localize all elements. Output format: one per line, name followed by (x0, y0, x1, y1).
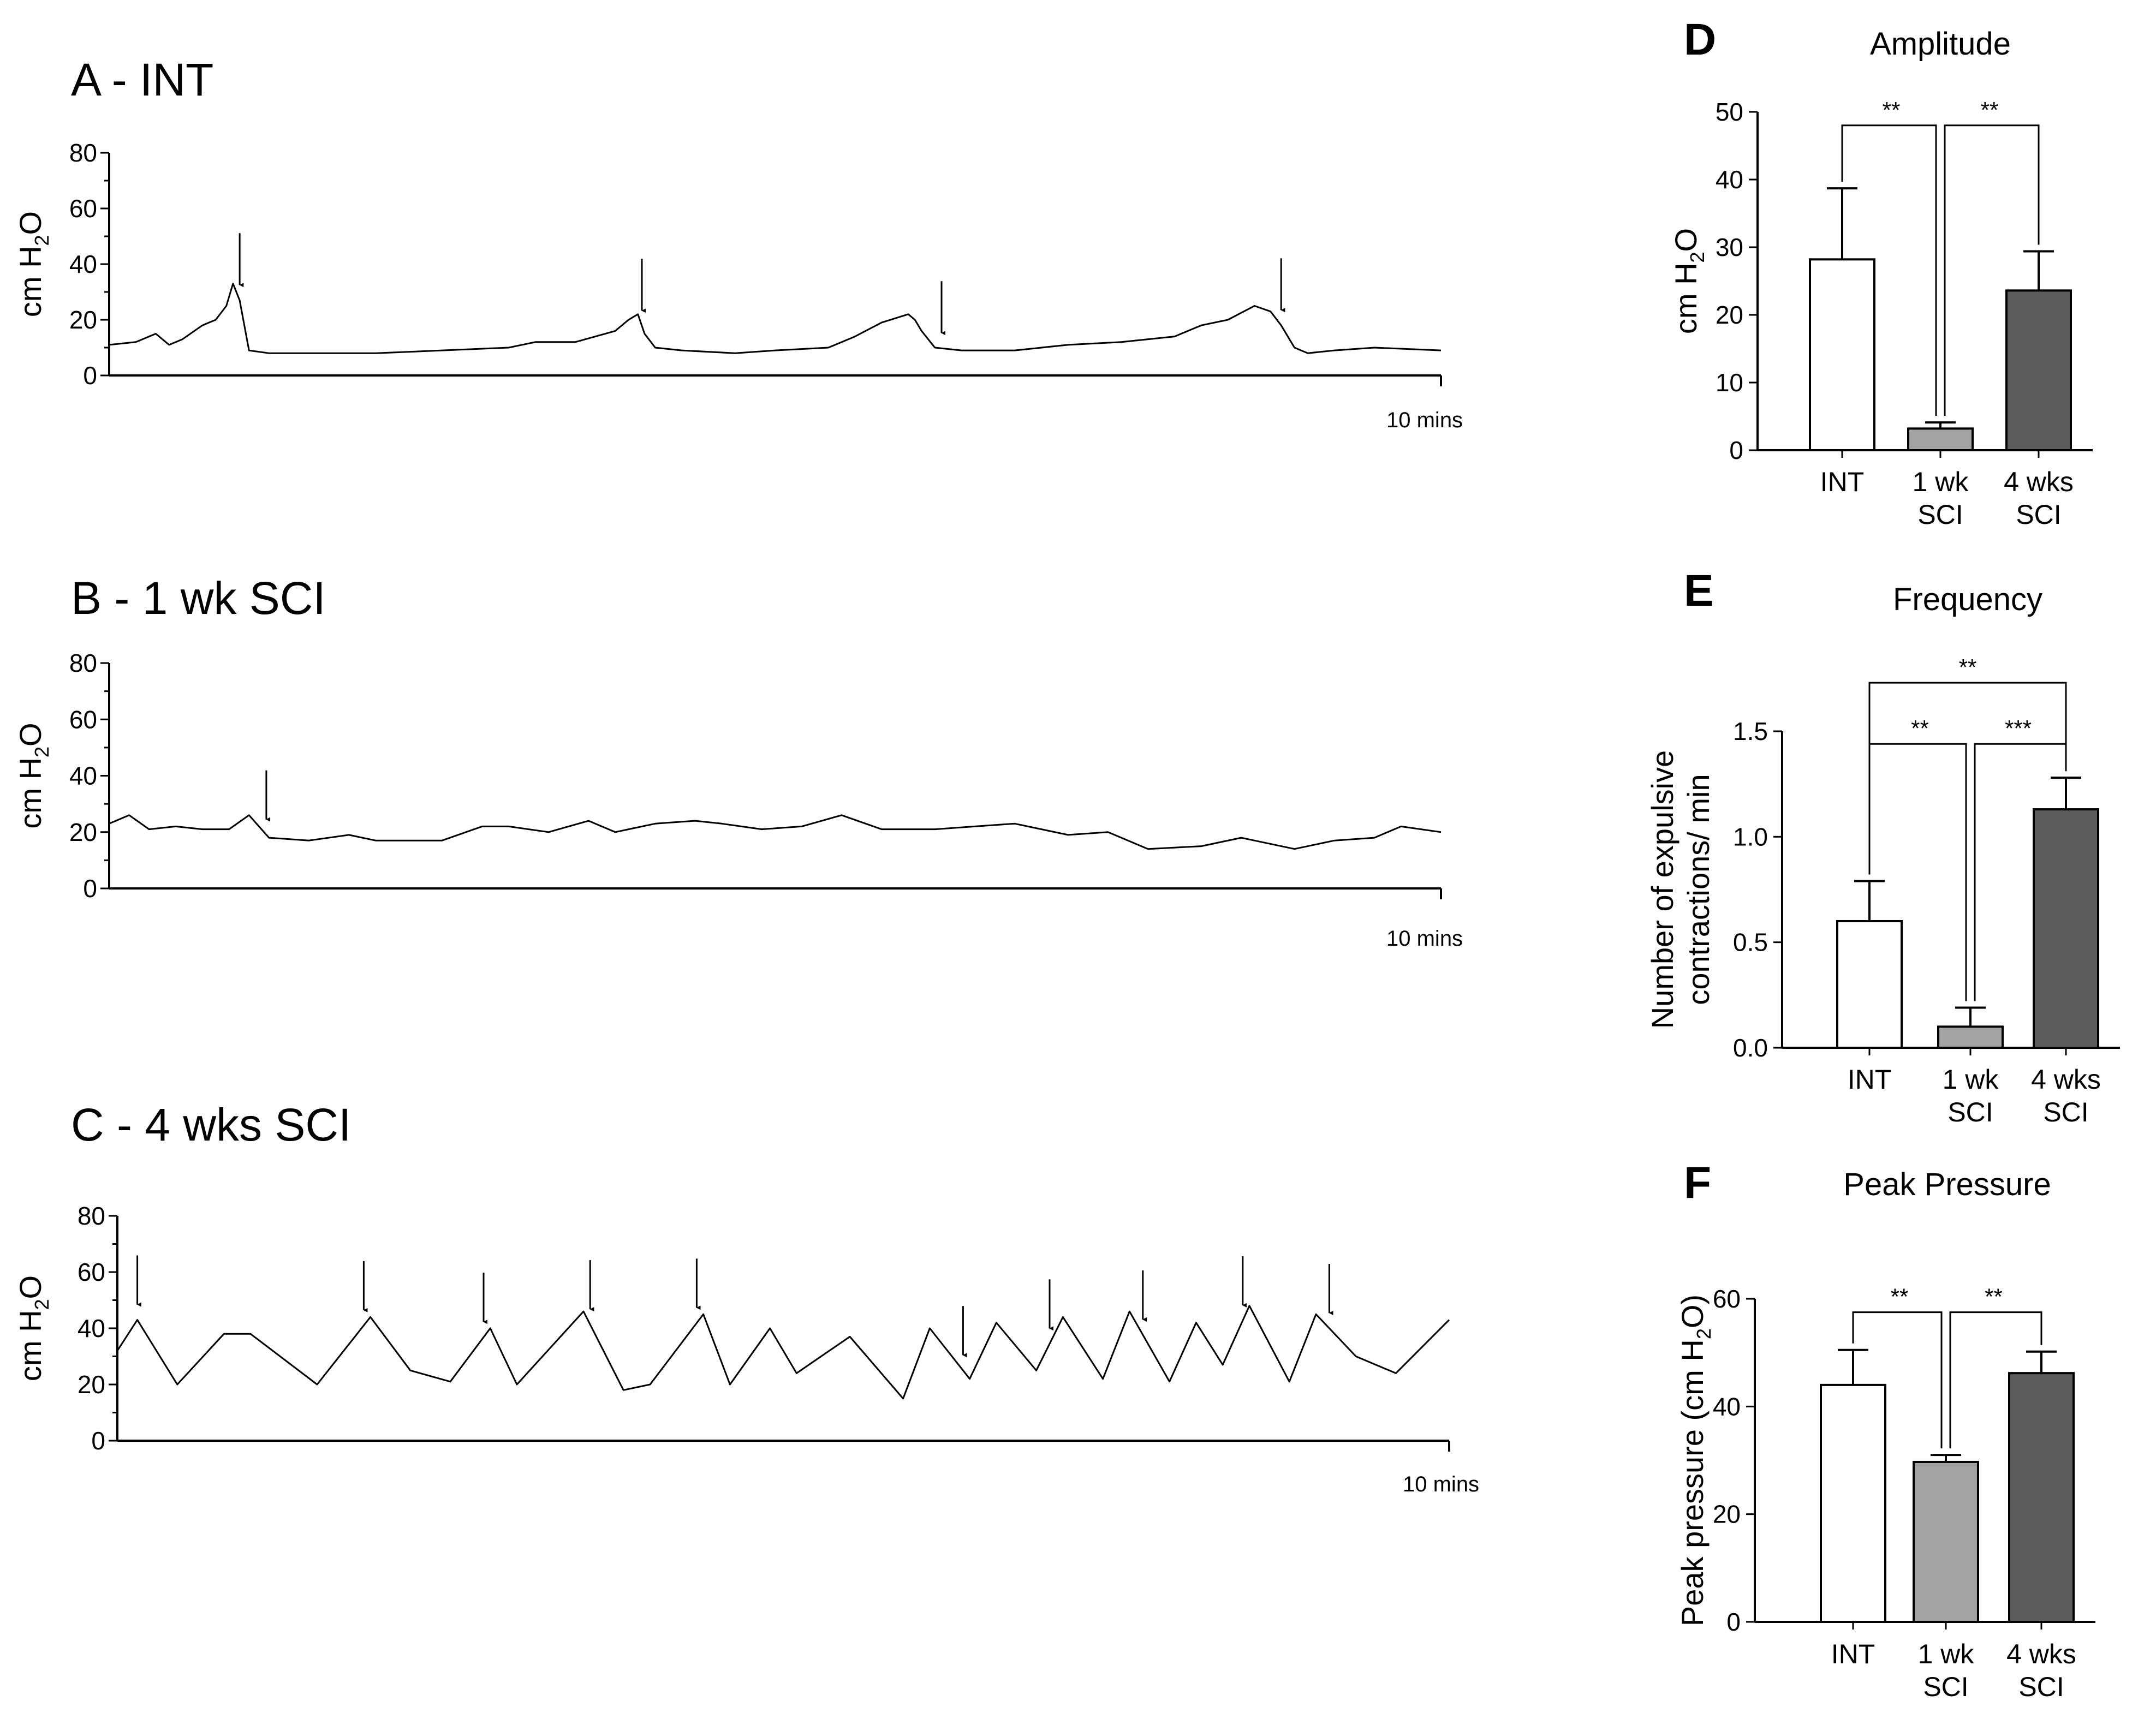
y-tick-label-int: 20 (69, 306, 97, 334)
panel-letter-f: F (1684, 1158, 1711, 1208)
y-tick-label-peak-pressure: 40 (1713, 1392, 1741, 1420)
category-label-frequency: SCI (1947, 1097, 1993, 1127)
y-axis-label-peak-pressure: Peak pressure (cm H2O) (1675, 1294, 1715, 1626)
category-label-frequency: 1 wk (1943, 1064, 1999, 1095)
panel-b-title: B - 1 wk SCI (71, 572, 326, 624)
y-tick-label-peak-pressure: 60 (1713, 1285, 1741, 1313)
panel-a-title: A - INT (71, 54, 213, 105)
trace-line-1wk (109, 814, 1442, 850)
bar-frequency (1937, 1025, 2004, 1049)
category-label-amplitude: 1 wk (1913, 467, 1969, 497)
y-axis-label-line2-frequency: contractions/ min (1681, 774, 1716, 1005)
category-label-peak-pressure: 4 wks (2006, 1639, 2076, 1669)
category-label-peak-pressure: SCI (1923, 1672, 1968, 1702)
y-tick-label-int: 80 (69, 139, 97, 167)
significance-label-peak-pressure: ** (1891, 1284, 1909, 1310)
y-tick-label-4wks: 60 (78, 1258, 105, 1286)
y-axis-label-4wks: cm H2O (13, 1275, 53, 1381)
y-tick-label-1wk: 40 (69, 762, 97, 790)
panel-letter-d: D (1684, 15, 1716, 64)
x-end-label-int: 10 mins (1386, 408, 1463, 432)
trace-chart-4wks-sci: 0 20 40 60 80 cm H2O 10 mins (13, 1202, 1479, 1496)
x-end-label-1wk: 10 mins (1386, 927, 1463, 951)
significance-bracket-peak-pressure (1852, 1311, 1943, 1449)
y-tick-label-frequency: 0.0 (1733, 1034, 1768, 1062)
y-tick-label-1wk: 0 (83, 874, 97, 903)
y-tick-label-int: 40 (69, 250, 97, 278)
category-label-frequency: SCI (2043, 1097, 2088, 1127)
category-label-frequency: INT (1848, 1064, 1892, 1095)
bar-amplitude (1907, 427, 1974, 452)
y-tick-label-1wk: 60 (69, 705, 97, 733)
y-tick-label-4wks: 80 (78, 1202, 105, 1230)
bar-peak-pressure (1820, 1383, 1886, 1624)
y-tick-label-int: 60 (69, 194, 97, 223)
category-label-amplitude: SCI (1917, 499, 1963, 530)
significance-bracket-amplitude (1944, 124, 2040, 416)
y-tick-label-4wks: 20 (78, 1370, 105, 1399)
y-tick-label-4wks: 40 (78, 1314, 105, 1342)
category-label-amplitude: INT (1820, 467, 1865, 497)
significance-label-amplitude: ** (1981, 97, 1999, 123)
y-tick-label-peak-pressure: 0 (1726, 1608, 1741, 1636)
significance-label-frequency: ** (1911, 715, 1929, 741)
y-tick-label-int: 0 (83, 361, 97, 390)
trace-line-4wks (116, 1305, 1450, 1400)
panel-c-title: C - 4 wks SCI (71, 1099, 351, 1150)
y-axis-label-int: cm H2O (13, 211, 53, 317)
chart-title-amplitude: Amplitude (1870, 26, 2011, 62)
y-tick-label-amplitude: 30 (1716, 233, 1743, 261)
y-axis-label-amplitude: cm H2O (1669, 228, 1708, 334)
chart-title-frequency: Frequency (1893, 582, 2042, 617)
significance-bracket-frequency (1868, 682, 2067, 875)
category-label-peak-pressure: INT (1831, 1639, 1875, 1669)
x-end-label-4wks: 10 mins (1403, 1472, 1479, 1496)
category-label-peak-pressure: SCI (2018, 1672, 2064, 1702)
trace-line-int (109, 283, 1442, 354)
y-tick-label-1wk: 20 (69, 818, 97, 846)
y-tick-label-amplitude: 40 (1716, 165, 1743, 194)
bar-chart-frequency: Frequency 0.0 0.5 1.0 1.5 Number of expulsive… (1645, 582, 2120, 1127)
significance-label-frequency: *** (2005, 715, 2032, 741)
panel-a-heading: A - INT (71, 54, 213, 105)
y-tick-label-frequency: 1.0 (1733, 822, 1768, 851)
y-tick-label-frequency: 0.5 (1733, 928, 1768, 957)
bar-peak-pressure (2008, 1372, 2075, 1623)
panel-letter-e: E (1684, 566, 1714, 616)
chart-title-peak-pressure: Peak Pressure (1843, 1167, 2051, 1202)
panel-b-heading: B - 1 wk SCI (71, 572, 326, 624)
bar-amplitude (1809, 258, 1875, 451)
bar-amplitude (2005, 289, 2072, 451)
y-tick-label-amplitude: 10 (1716, 368, 1743, 397)
y-axis-label-line1-frequency: Number of expulsive (1645, 750, 1679, 1029)
bar-frequency (1836, 920, 1903, 1049)
y-tick-label-amplitude: 50 (1716, 98, 1743, 126)
significance-bracket-amplitude (1841, 124, 1937, 416)
category-label-amplitude: SCI (2016, 499, 2061, 530)
category-label-frequency: 4 wks (2031, 1064, 2101, 1095)
y-tick-label-amplitude: 20 (1716, 301, 1743, 329)
trace-chart-1wk-sci: 0 20 40 60 80 cm H2O 10 mins (13, 649, 1463, 951)
trace-chart-int: 0 20 40 60 80 cm H2O 10 mins (13, 139, 1463, 432)
y-tick-label-amplitude: 0 (1729, 436, 1743, 464)
y-axis-label-1wk: cm H2O (13, 723, 53, 828)
y-tick-label-peak-pressure: 20 (1713, 1500, 1741, 1529)
significance-label-peak-pressure: ** (1985, 1284, 2003, 1310)
category-label-peak-pressure: 1 wk (1918, 1639, 1975, 1669)
significance-label-amplitude: ** (1883, 97, 1901, 123)
significance-label-frequency: ** (1959, 654, 1977, 680)
bar-peak-pressure (1913, 1460, 1979, 1623)
y-tick-label-frequency: 1.5 (1733, 717, 1768, 745)
y-tick-label-1wk: 80 (69, 649, 97, 677)
category-label-amplitude: 4 wks (2004, 467, 2074, 497)
panel-c-heading: C - 4 wks SCI (71, 1099, 351, 1150)
bar-frequency (2033, 808, 2099, 1049)
y-tick-label-4wks: 0 (91, 1426, 105, 1455)
significance-bracket-peak-pressure (1949, 1311, 2042, 1449)
